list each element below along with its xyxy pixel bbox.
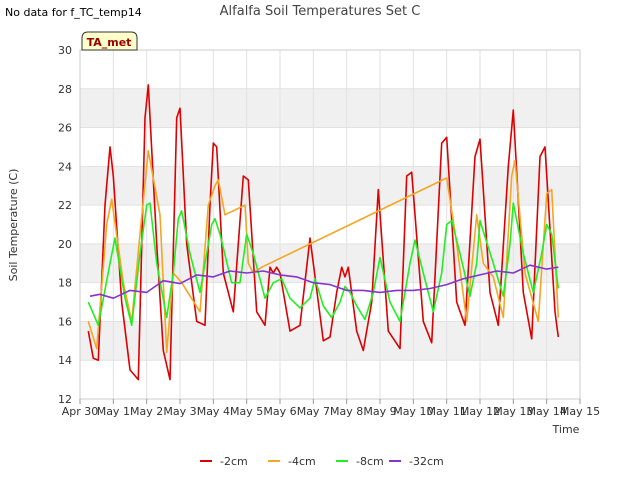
x-tick-label: May 4 xyxy=(197,405,230,418)
x-tick-label: May 7 xyxy=(297,405,330,418)
y-tick-label: 22 xyxy=(58,199,72,212)
legend-label: -4cm xyxy=(288,455,316,468)
ta-met-badge: TA_met xyxy=(81,31,138,51)
background-band xyxy=(80,166,580,206)
y-tick-label: 16 xyxy=(58,315,72,328)
legend-label: -2cm xyxy=(220,455,248,468)
y-tick-label: 20 xyxy=(58,238,72,251)
x-tick-label: May 5 xyxy=(230,405,263,418)
x-tick-label: May 1 xyxy=(97,405,130,418)
x-tick-label: May 3 xyxy=(163,405,196,418)
y-tick-label: 24 xyxy=(58,160,72,173)
chart-title: Alfalfa Soil Temperatures Set C xyxy=(219,4,421,19)
x-tick-label: May 2 xyxy=(130,405,163,418)
x-tick-label: May 9 xyxy=(363,405,396,418)
x-tick-label: May 10 xyxy=(393,405,433,418)
y-tick-label: 18 xyxy=(58,277,72,290)
x-tick-label: May 15 xyxy=(560,405,600,418)
x-tick-label: May 11 xyxy=(427,405,467,418)
y-tick-label: 26 xyxy=(58,122,72,135)
series-line-minus-2cm xyxy=(87,84,560,381)
no-data-message: No data for f_TC_temp14 xyxy=(5,6,142,19)
y-axis-label: Soil Temperature (C) xyxy=(7,169,20,282)
series-line-minus-8cm xyxy=(87,202,560,327)
x-tick-label: May 14 xyxy=(527,405,567,418)
series-line-minus-32cm xyxy=(89,264,559,300)
x-tick-label: May 12 xyxy=(460,405,500,418)
legend-label: -8cm xyxy=(356,455,384,468)
legend-label: -32cm xyxy=(409,455,444,468)
y-tick-label: 30 xyxy=(58,44,72,57)
series-lines xyxy=(87,84,560,381)
x-tick-label: May 6 xyxy=(263,405,296,418)
plot-frame xyxy=(79,49,581,400)
series-line-minus-4cm xyxy=(87,150,560,354)
y-tick-label: 12 xyxy=(58,393,72,406)
x-axis-label: Time xyxy=(552,423,580,436)
background-band xyxy=(80,321,580,361)
background-band xyxy=(80,88,580,128)
x-tick-label: Apr 30 xyxy=(62,405,99,418)
badge-label: TA_met xyxy=(87,36,132,49)
legend: -2cm -4cm -8cm -32cm xyxy=(200,455,444,468)
x-tick-label: May 13 xyxy=(493,405,533,418)
background-bands xyxy=(80,88,580,361)
x-tick-label: May 8 xyxy=(330,405,363,418)
y-axis-ticks: 12 14 16 18 20 22 24 26 28 30 xyxy=(58,44,72,406)
y-tick-label: 28 xyxy=(58,83,72,96)
y-tick-label: 14 xyxy=(58,354,72,367)
